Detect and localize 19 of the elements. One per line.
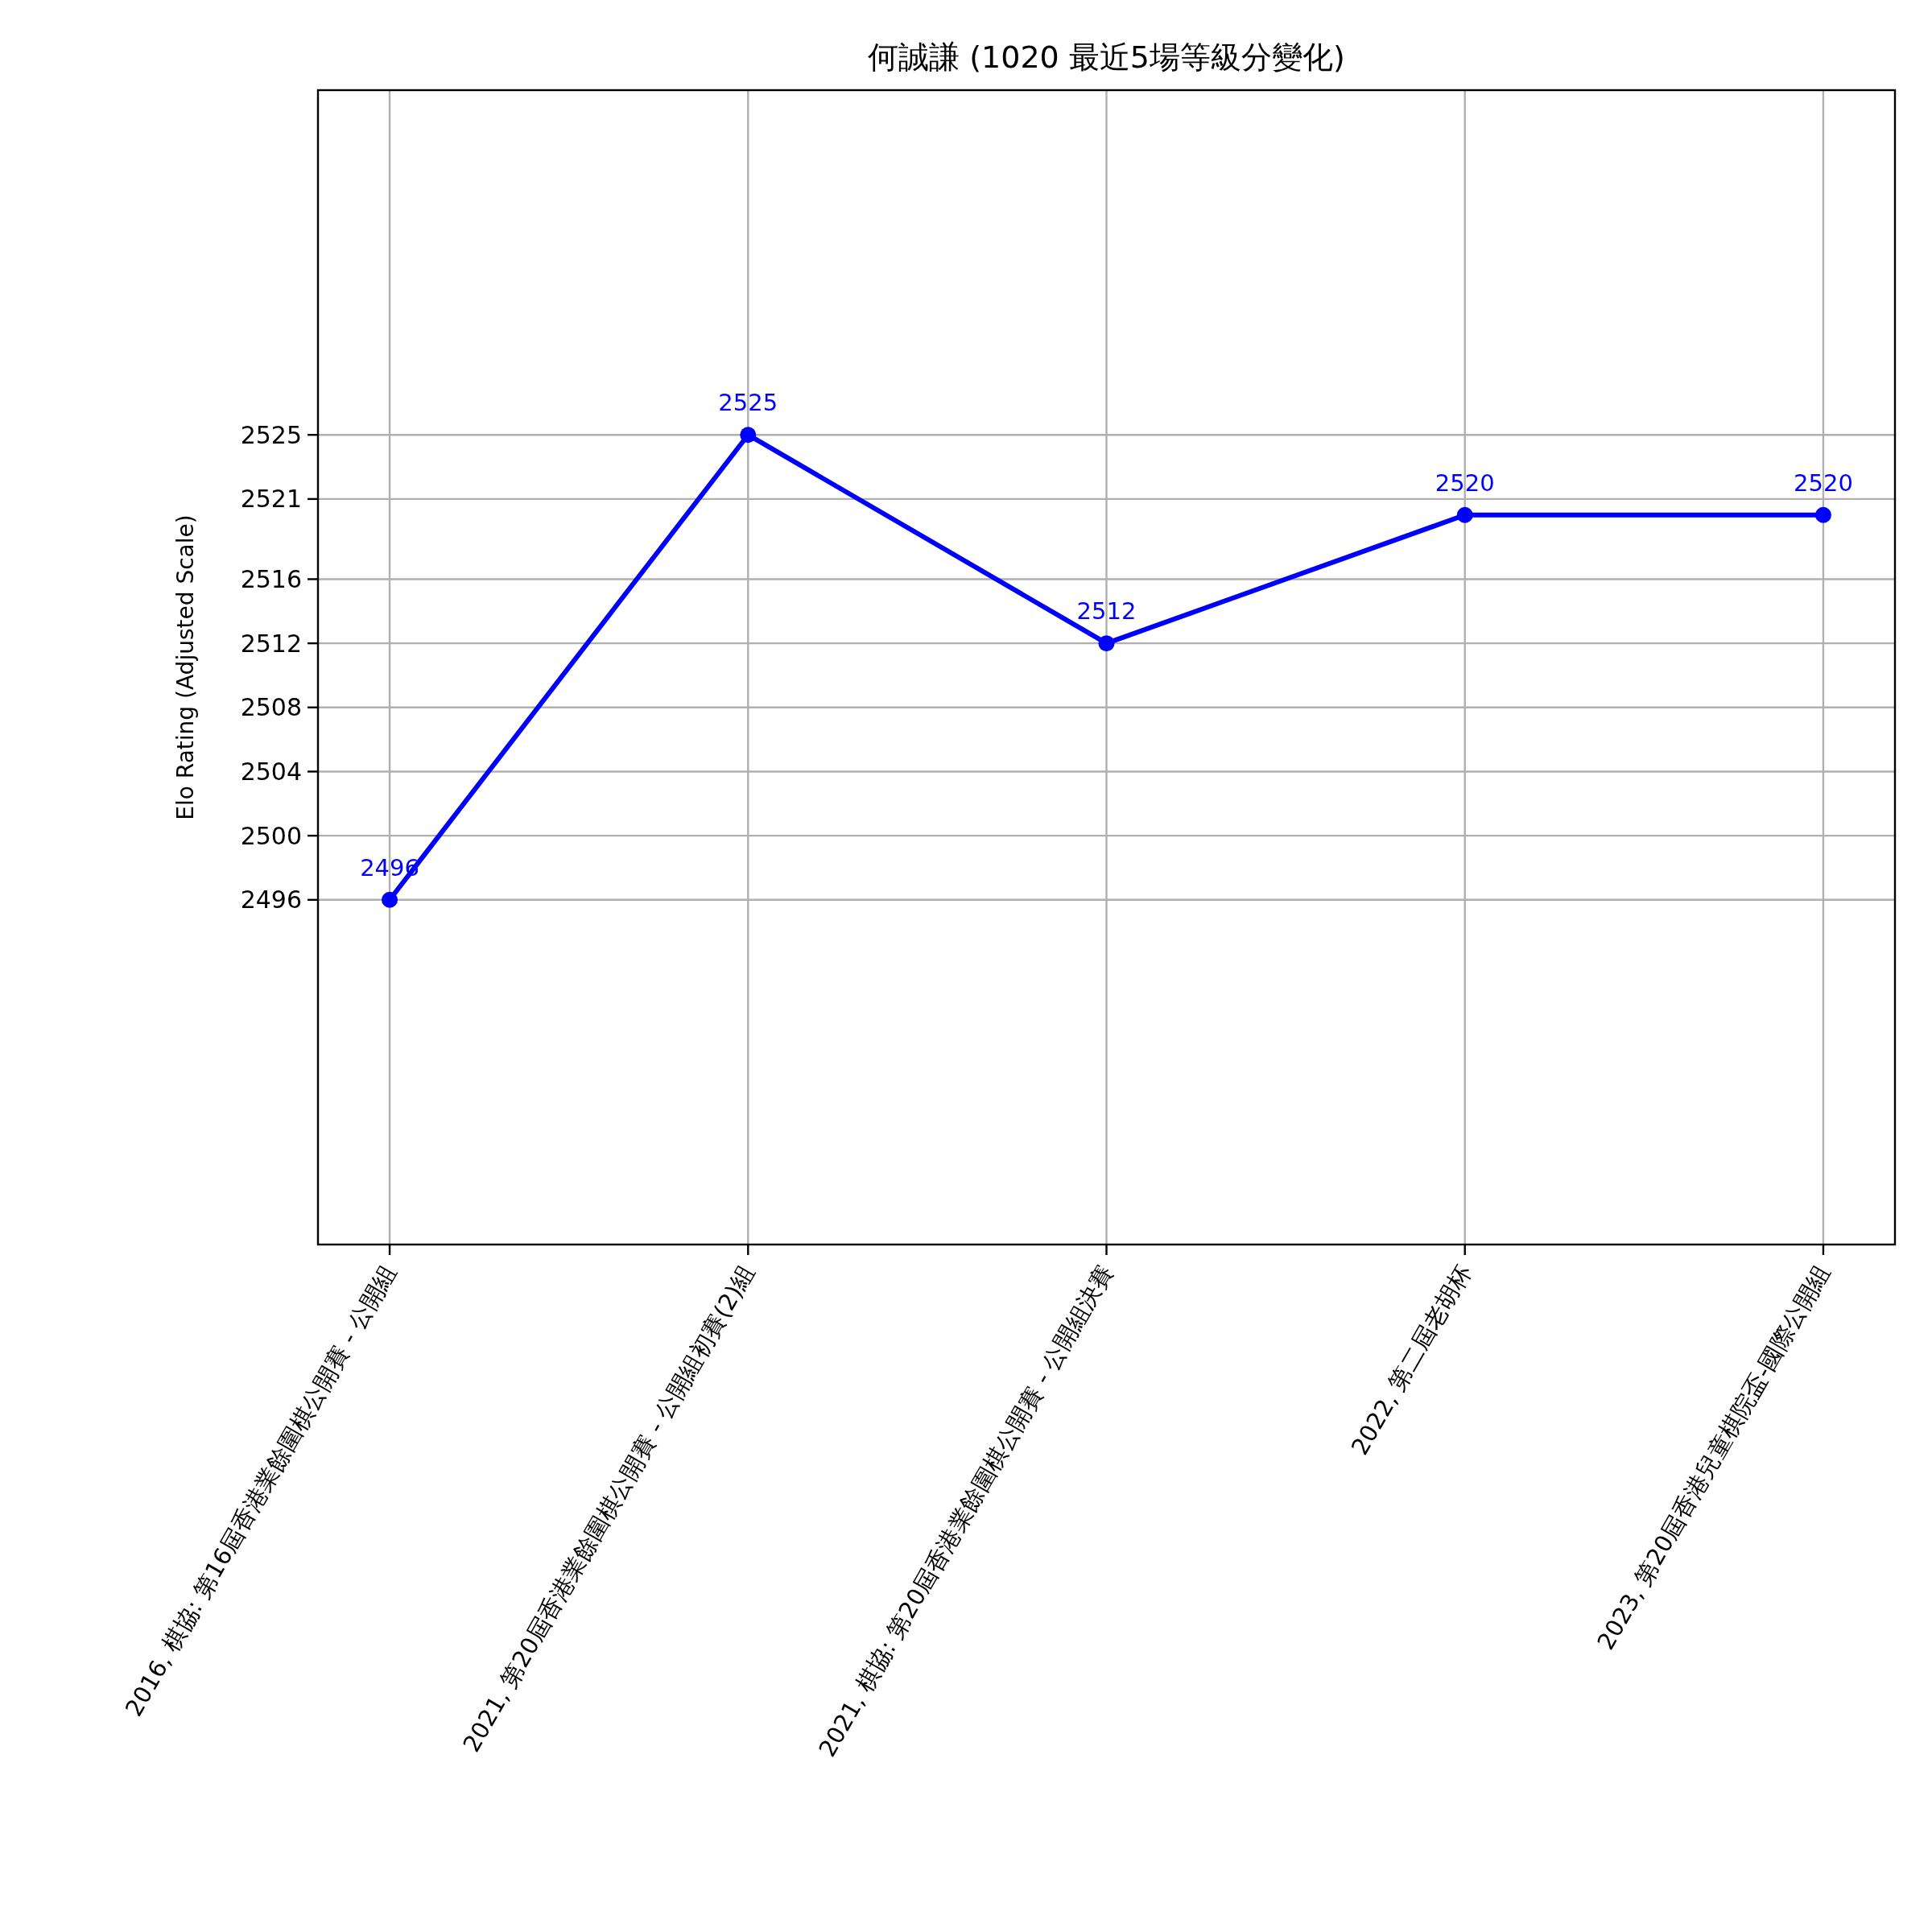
data-label: 2512 — [1076, 597, 1137, 625]
point — [382, 891, 398, 908]
y-tick-label: 2516 — [240, 564, 302, 593]
point — [1456, 506, 1473, 523]
y-tick-label: 2508 — [240, 693, 302, 722]
point — [1098, 635, 1115, 652]
y-tick-label: 2500 — [240, 821, 302, 850]
y-tick-label: 2512 — [240, 629, 302, 658]
data-label: 2520 — [1794, 469, 1853, 497]
data-label: 2525 — [718, 389, 778, 417]
y-tick-label: 2504 — [240, 757, 302, 786]
chart-title: 何誠謙 (1020 最近5場等級分變化) — [868, 39, 1345, 75]
point — [740, 427, 757, 444]
y-tick-label: 2521 — [240, 485, 302, 514]
y-tick-label: 2525 — [240, 420, 302, 449]
data-label: 2520 — [1435, 469, 1495, 497]
point — [1814, 506, 1831, 523]
y-axis-title: Elo Rating (Adjusted Scale) — [172, 514, 199, 820]
y-tick-label: 2496 — [240, 886, 302, 914]
